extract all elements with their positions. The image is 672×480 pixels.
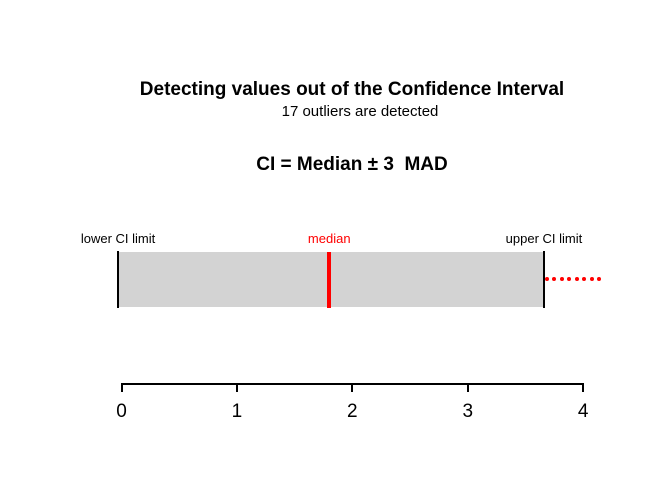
chart-title: Detecting values out of the Confidence I…	[121, 27, 583, 227]
lower-ci-line	[117, 251, 120, 308]
x-axis-tick	[120, 383, 123, 392]
median-line	[327, 252, 332, 308]
lower-ci-label: lower CI limit	[80, 231, 156, 246]
outlier-dot	[545, 277, 550, 281]
chart-title-line1: Detecting values out of the Confidence I…	[139, 79, 565, 100]
x-axis-tick-label: 3	[462, 401, 474, 422]
upper-ci-label: upper CI limit	[505, 231, 583, 246]
outlier-dot	[567, 277, 572, 281]
x-axis-tick	[582, 383, 585, 392]
median-label: median	[307, 231, 351, 246]
outliers-count-note: 17 outliers are detected	[281, 103, 439, 120]
outlier-dot	[560, 277, 565, 281]
outlier-dot	[582, 277, 587, 281]
x-axis-tick-label: 4	[577, 401, 589, 422]
outlier-dot	[552, 277, 557, 281]
x-axis-tick	[466, 383, 469, 392]
outlier-dot	[590, 277, 595, 281]
x-axis-tick-label: 2	[347, 401, 358, 422]
x-axis-tick-label: 0	[116, 401, 127, 422]
chart-title-line2: CI = Median ± 3 MAD	[256, 154, 448, 175]
x-axis-tick	[235, 383, 238, 392]
x-axis-tick	[351, 383, 354, 392]
outlier-dot	[575, 277, 580, 281]
x-axis-tick-label: 1	[231, 401, 243, 422]
outlier-dot	[597, 277, 602, 281]
upper-ci-line	[542, 251, 545, 308]
